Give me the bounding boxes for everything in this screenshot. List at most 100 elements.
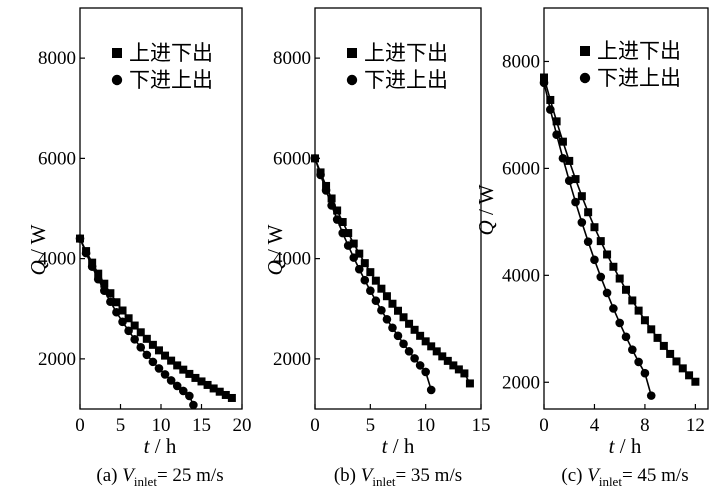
square-point-a — [112, 298, 121, 307]
circle-point-c — [621, 332, 631, 342]
square-point-c — [565, 156, 574, 165]
x-tick-label-a: 20 — [233, 415, 252, 436]
circle-point-c — [546, 105, 555, 114]
panel-a: Q / W t / h (a) Vinlet= 25 m/s 2000 4000 6… — [26, 7, 252, 489]
circle-point-b — [421, 367, 430, 377]
y-tick-label-c: 8000 — [502, 51, 540, 72]
square-point-c — [653, 333, 662, 342]
circle-point-c — [583, 237, 593, 246]
square-point-b — [349, 239, 358, 248]
circle-point-a — [100, 286, 109, 296]
square-point-a — [197, 377, 206, 386]
square-point-c — [540, 73, 548, 82]
legend-circle-icon-a — [111, 74, 123, 86]
square-point-a — [227, 393, 236, 402]
square-point-a — [215, 387, 224, 396]
circle-point-b — [360, 275, 370, 285]
square-point-a — [154, 346, 163, 355]
x-tick-label-a: 5 — [116, 415, 126, 436]
square-point-c — [685, 371, 694, 380]
circle-point-b — [349, 253, 359, 262]
circle-point-c — [634, 357, 643, 367]
y-tick-label-b: 4000 — [273, 249, 311, 270]
square-point-b — [394, 306, 402, 315]
circle-point-c — [640, 368, 650, 378]
square-point-a — [118, 306, 127, 315]
circle-point-a — [106, 297, 115, 307]
square-point-a — [100, 279, 109, 288]
square-point-a — [179, 365, 188, 374]
square-point-b — [322, 181, 331, 190]
circle-point-a — [154, 364, 164, 373]
square-point-c — [577, 192, 586, 201]
square-point-c — [615, 274, 624, 283]
x-tick-label-a: 15 — [192, 415, 211, 436]
y-tick-label-a: 4000 — [38, 249, 76, 270]
plot-frame-b — [314, 7, 482, 410]
square-point-b — [427, 342, 436, 351]
square-point-c — [552, 117, 561, 126]
square-point-b — [454, 365, 463, 374]
square-point-a — [191, 373, 200, 382]
circle-point-c — [577, 218, 587, 227]
square-point-a — [167, 356, 176, 365]
square-point-c — [603, 250, 612, 259]
circle-point-b — [354, 264, 364, 274]
circle-point-b — [321, 186, 331, 195]
y-axis-label-c: Q / W — [474, 184, 498, 235]
square-point-c — [659, 341, 668, 350]
series-line-squares-a — [79, 238, 233, 399]
circle-point-b — [316, 170, 325, 180]
circle-point-a — [75, 234, 85, 243]
square-point-b — [338, 218, 347, 227]
square-point-c — [596, 237, 605, 246]
square-point-c — [640, 316, 649, 325]
square-point-c — [628, 296, 637, 305]
circle-point-b — [415, 361, 425, 370]
panel-c: Q / W t / h (c) Vinlet= 45 m/s 2000 4000 6… — [474, 7, 709, 489]
circle-point-b — [382, 314, 392, 324]
circle-point-c — [602, 288, 612, 298]
circle-point-c — [590, 255, 599, 265]
circle-point-a — [136, 343, 146, 352]
circle-point-b — [332, 215, 342, 224]
square-point-c — [558, 137, 567, 146]
square-point-b — [333, 206, 342, 215]
circle-point-b — [388, 323, 397, 333]
y-tick-label-a: 6000 — [38, 148, 76, 169]
circle-point-b — [393, 331, 403, 341]
x-tick-label-c: 4 — [590, 415, 600, 436]
square-point-a — [173, 361, 182, 370]
circle-point-a — [93, 274, 103, 284]
square-point-b — [360, 259, 369, 268]
square-point-c — [647, 325, 656, 334]
square-point-b — [366, 268, 375, 277]
circle-point-b — [399, 339, 408, 349]
y-tick-label-c: 4000 — [502, 265, 540, 286]
square-point-c — [634, 306, 643, 315]
legend-circle-icon-b — [346, 74, 358, 86]
square-point-b — [443, 356, 452, 365]
circle-point-b — [343, 241, 353, 250]
legend-label-circles-b: 下进上出 — [364, 68, 448, 92]
legend-square-icon-a — [112, 48, 122, 58]
square-point-a — [148, 340, 157, 349]
square-point-a — [203, 380, 212, 389]
circle-point-b — [404, 347, 414, 356]
circle-point-a — [81, 248, 91, 258]
circle-point-a — [112, 307, 121, 317]
x-tick-label-c: 8 — [640, 415, 650, 436]
circle-point-b — [338, 228, 347, 238]
y-tick-label-a: 2000 — [38, 349, 76, 370]
square-point-b — [465, 379, 474, 388]
legend-label-squares-b: 上进下出 — [364, 41, 448, 65]
circle-point-a — [189, 400, 198, 410]
circle-point-a — [172, 381, 182, 391]
square-point-c — [571, 175, 580, 184]
plot-frame-c — [543, 7, 709, 410]
square-point-a — [142, 334, 151, 343]
circle-point-c — [615, 318, 624, 328]
square-point-b — [405, 319, 414, 328]
y-tick-label-b: 2000 — [273, 349, 311, 370]
